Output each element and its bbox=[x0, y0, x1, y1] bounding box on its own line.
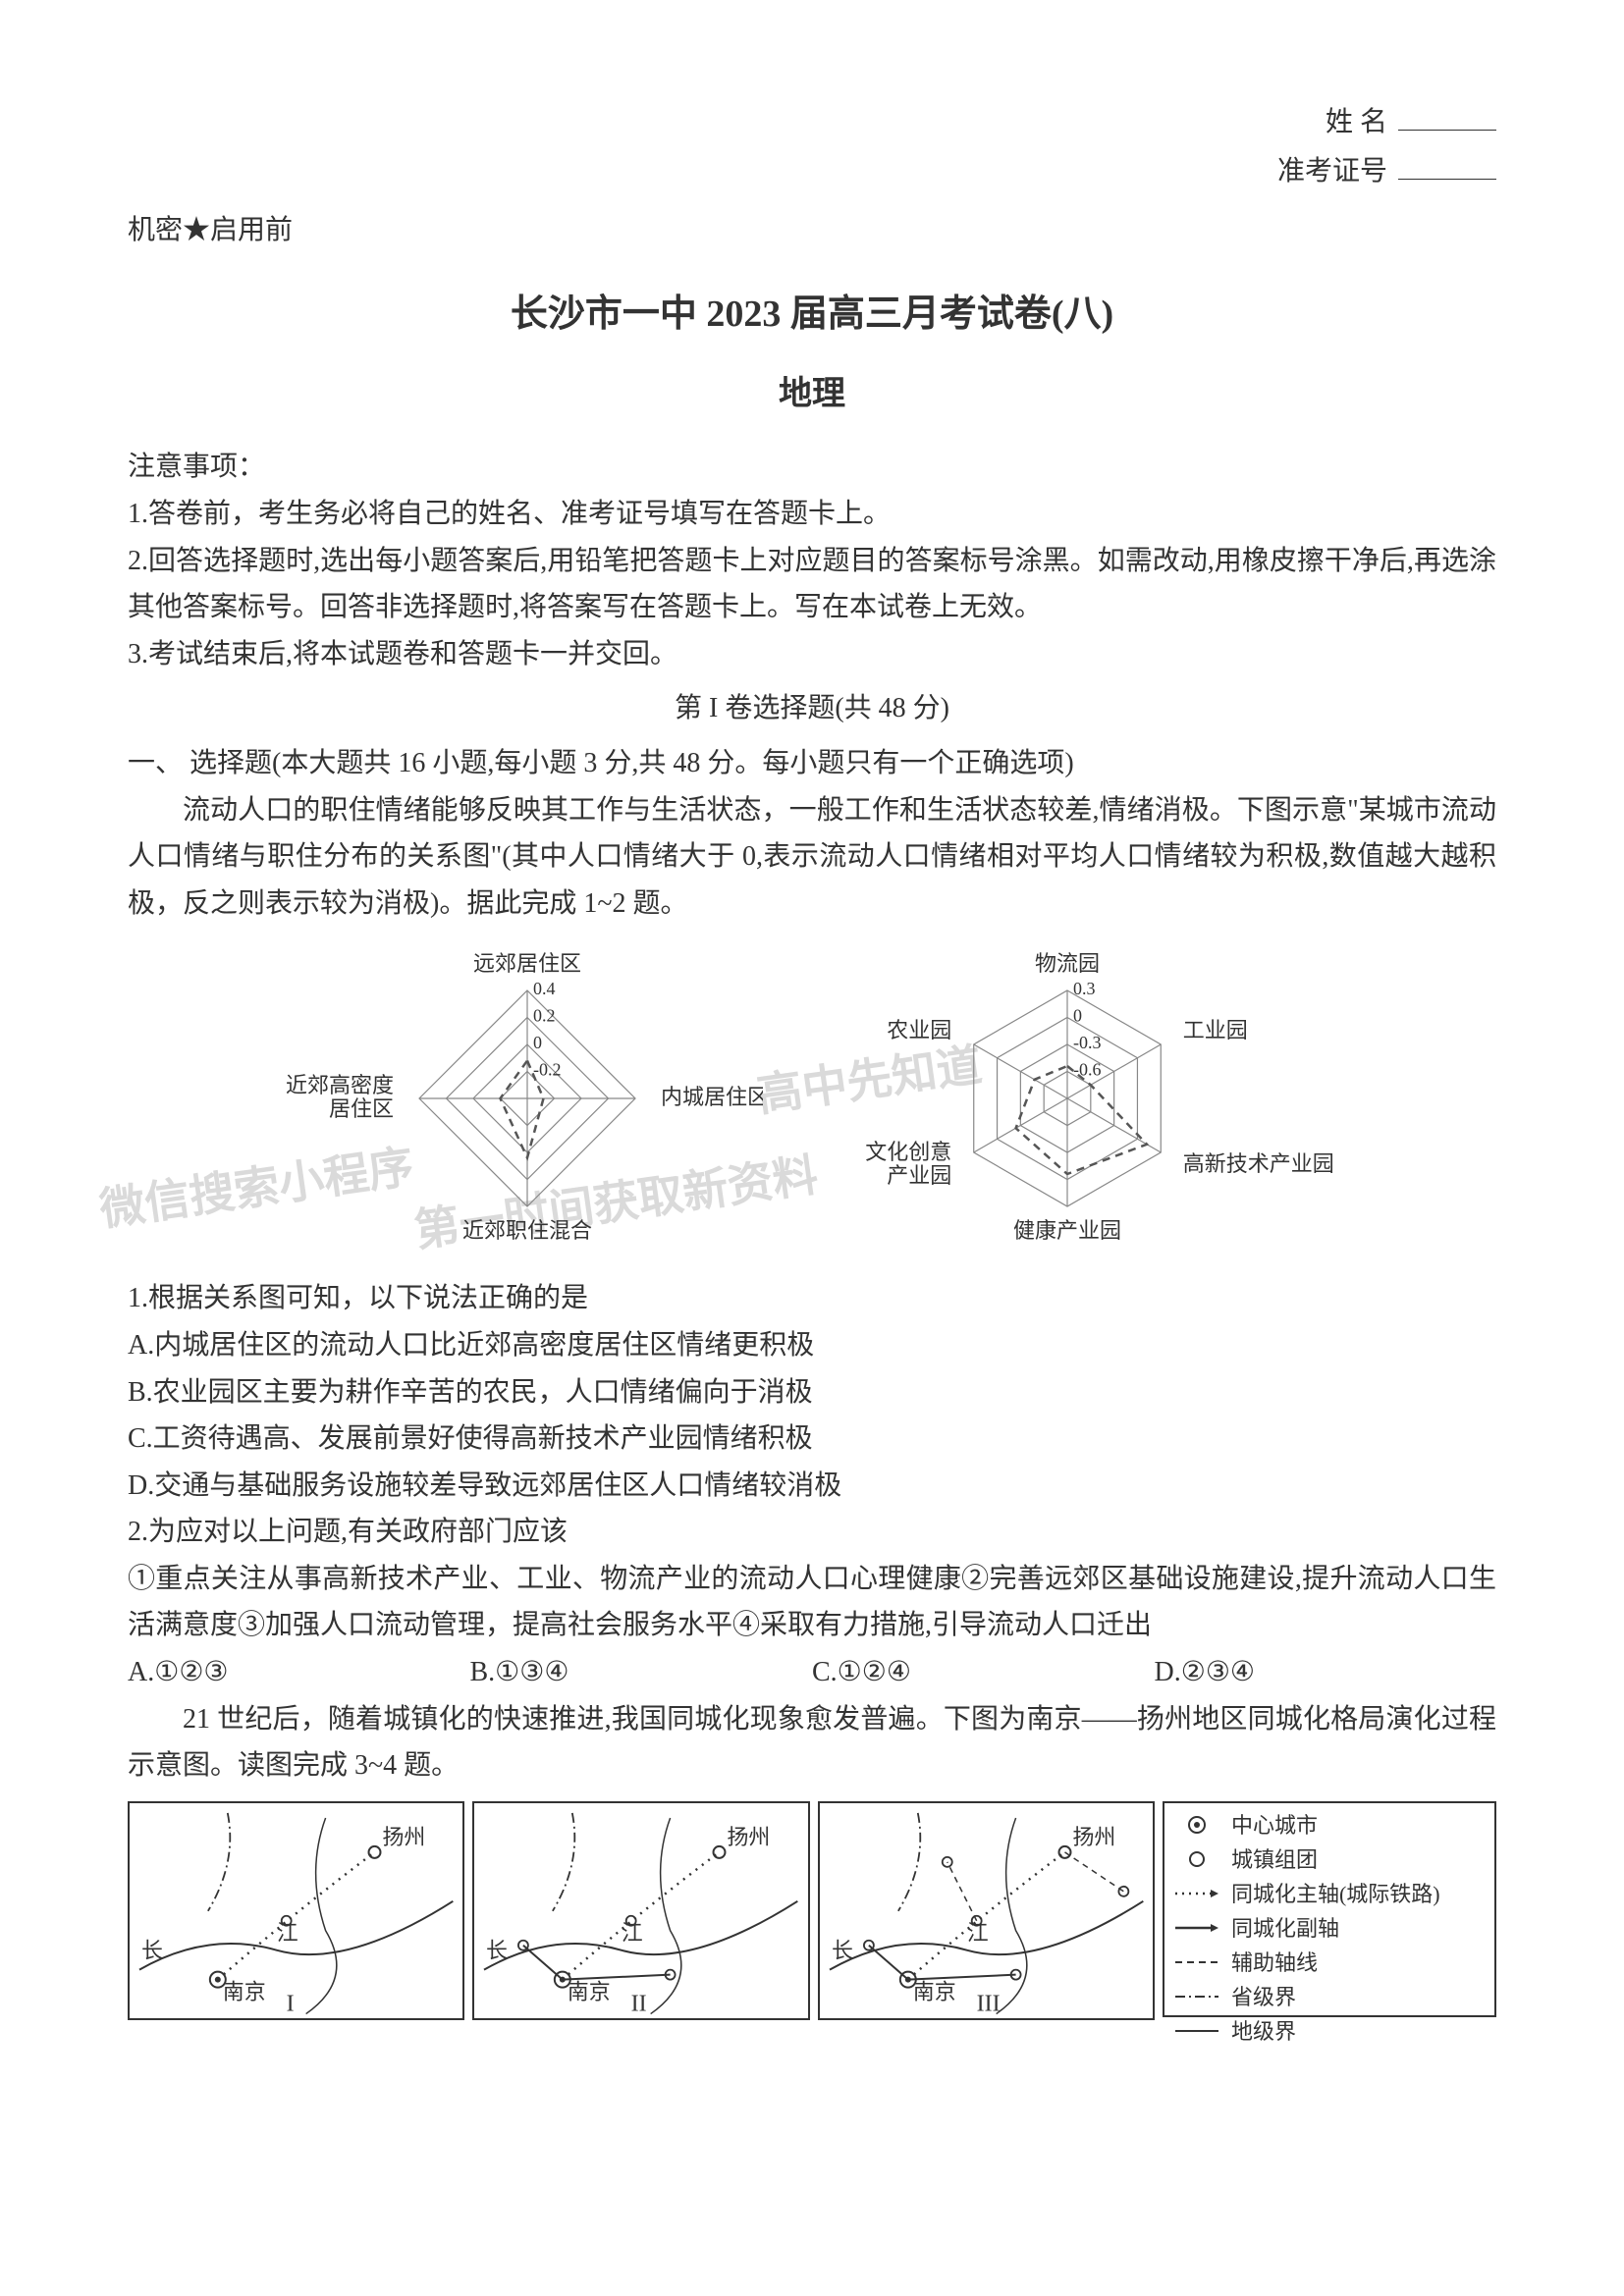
legend-row: 同城化主轴(城际铁路) bbox=[1172, 1878, 1487, 1910]
svg-text:长: 长 bbox=[141, 1939, 163, 1963]
svg-text:0: 0 bbox=[1073, 1006, 1082, 1026]
svg-text:近郊职住混合: 近郊职住混合 bbox=[462, 1218, 592, 1243]
legend-symbol-dashdot bbox=[1172, 1989, 1221, 2004]
svg-text:-0.2: -0.2 bbox=[533, 1060, 562, 1080]
map-panel-2: 扬州南京 长 江 II bbox=[472, 1801, 809, 2021]
radar-chart-residence: -0.2 0 0.2 0.4 远郊居住区内城居住区近郊职住混合 近郊高密度居住区 bbox=[272, 941, 763, 1255]
passage1: 流动人口的职住情绪能够反映其工作与生活状态，一般工作和生活状态较差,情绪消极。下… bbox=[128, 787, 1496, 928]
q2-c: C.①②④ bbox=[812, 1649, 1155, 1696]
maps-row: 扬州南京 长 江 I 扬州南京 长 江 II 扬州南京 长 江 III 中心城市城镇组团同城化主轴… bbox=[128, 1801, 1496, 2021]
q2-options: A.①②③ B.①③④ C.①②④ D.②③④ bbox=[128, 1649, 1496, 1696]
svg-text:文化创意: 文化创意 bbox=[865, 1140, 951, 1164]
passage2: 21 世纪后，随着城镇化的快速推进,我国同城化现象愈发普遍。下图为南京——扬州地… bbox=[128, 1696, 1496, 1789]
svg-text:-0.6: -0.6 bbox=[1073, 1060, 1102, 1080]
legend-row: 辅助轴线 bbox=[1172, 1947, 1487, 1979]
svg-text:0.2: 0.2 bbox=[533, 1006, 556, 1026]
svg-text:物流园: 物流园 bbox=[1035, 951, 1100, 976]
svg-text:III: III bbox=[976, 1991, 1000, 2016]
svg-text:江: 江 bbox=[622, 1921, 643, 1946]
svg-text:远郊居住区: 远郊居住区 bbox=[473, 951, 581, 976]
svg-text:内城居住区: 内城居住区 bbox=[661, 1085, 763, 1109]
q2-b: B.①③④ bbox=[470, 1649, 813, 1696]
legend-symbol-dash-line bbox=[1172, 1954, 1221, 1970]
svg-text:南京: 南京 bbox=[912, 1979, 955, 2003]
legend-row: 中心城市 bbox=[1172, 1809, 1487, 1842]
q1-d: D.交通与基础服务设施较差导致远郊居住区人口情绪较消极 bbox=[128, 1463, 1496, 1510]
q2-items: ①重点关注从事高新技术产业、工业、物流产业的流动人口心理健康②完善远郊区基础设施… bbox=[128, 1556, 1496, 1649]
part1-desc: 一、 选择题(本大题共 16 小题,每小题 3 分,共 48 分。每小题只有一个… bbox=[128, 740, 1496, 787]
svg-text:健康产业园: 健康产业园 bbox=[1013, 1218, 1121, 1243]
legend-label: 辅助轴线 bbox=[1231, 1947, 1318, 1979]
q2-a: A.①②③ bbox=[128, 1649, 470, 1696]
header-fields: 姓 名 准考证号 bbox=[128, 98, 1496, 197]
svg-text:农业园: 农业园 bbox=[887, 1018, 951, 1042]
q1-b: B.农业园区主要为耕作辛苦的农民，人口情绪偏向于消极 bbox=[128, 1369, 1496, 1416]
q2-d: D.②③④ bbox=[1155, 1649, 1497, 1696]
main-title: 长沙市一中 2023 届高三月考试卷(八) bbox=[128, 283, 1496, 337]
legend-label: 地级界 bbox=[1231, 2015, 1296, 2048]
legend-symbol-open-circle bbox=[1172, 1847, 1221, 1871]
legend-symbol-dot-arrow bbox=[1172, 1886, 1221, 1901]
radar-chart-industry: -0.6 -0.3 0 0.3 物流园工业园高新技术产业园健康产业园 文化创意产业园 农业园 bbox=[802, 941, 1352, 1255]
confidential-mark: 机密★启用前 bbox=[128, 207, 1496, 254]
svg-text:江: 江 bbox=[966, 1921, 988, 1946]
legend-symbol-solid-arrow bbox=[1172, 1920, 1221, 1936]
svg-text:扬州: 扬州 bbox=[1072, 1825, 1115, 1849]
name-label: 姓 名 bbox=[1326, 107, 1387, 137]
map-panel-3: 扬州南京 长 江 III bbox=[818, 1801, 1155, 2021]
charts-row: 高中先知道 微信搜索小程序 第一时间获取新资料 -0.200.20.4远郊居住区… bbox=[128, 941, 1496, 1255]
notice-2: 2.回答选择题时,选出每小题答案后,用铅笔把答题卡上对应题目的答案标号涂黑。如需… bbox=[128, 538, 1496, 631]
map-panel-1: 扬州南京 长 江 I bbox=[128, 1801, 464, 2021]
part1-title: 第 I 卷选择题(共 48 分) bbox=[128, 685, 1496, 732]
svg-text:工业园: 工业园 bbox=[1183, 1018, 1248, 1042]
q1-stem: 1.根据关系图可知，以下说法正确的是 bbox=[128, 1275, 1496, 1322]
svg-text:-0.3: -0.3 bbox=[1073, 1033, 1102, 1052]
legend-row: 城镇组团 bbox=[1172, 1843, 1487, 1876]
subject-title: 地理 bbox=[128, 366, 1496, 414]
name-blank bbox=[1398, 129, 1496, 131]
legend-label: 城镇组团 bbox=[1231, 1843, 1318, 1876]
svg-text:0: 0 bbox=[533, 1033, 542, 1052]
q1-c: C.工资待遇高、发展前景好使得高新技术产业园情绪积极 bbox=[128, 1415, 1496, 1463]
svg-text:0.4: 0.4 bbox=[533, 979, 556, 998]
svg-text:I: I bbox=[287, 1991, 295, 2016]
svg-text:近郊高密度: 近郊高密度 bbox=[286, 1073, 394, 1097]
exam-id-label: 准考证号 bbox=[1277, 156, 1387, 187]
exam-id-blank bbox=[1398, 178, 1496, 180]
legend-row: 地级界 bbox=[1172, 2015, 1487, 2048]
legend-label: 同城化主轴(城际铁路) bbox=[1231, 1878, 1440, 1910]
legend-label: 同城化副轴 bbox=[1231, 1912, 1339, 1945]
notice-3: 3.考试结束后,将本试题卷和答题卡一并交回。 bbox=[128, 631, 1496, 678]
svg-text:南京: 南京 bbox=[568, 1979, 611, 2003]
svg-text:扬州: 扬州 bbox=[728, 1825, 771, 1849]
svg-text:高新技术产业园: 高新技术产业园 bbox=[1183, 1151, 1334, 1176]
svg-text:长: 长 bbox=[832, 1939, 853, 1963]
map-legend: 中心城市城镇组团同城化主轴(城际铁路)同城化副轴辅助轴线省级界地级界 bbox=[1163, 1801, 1496, 2017]
legend-label: 省级界 bbox=[1231, 1981, 1296, 2013]
notice-1: 1.答卷前，考生务必将自己的姓名、准考证号填写在答题卡上。 bbox=[128, 491, 1496, 538]
legend-symbol-solid-line bbox=[1172, 2023, 1221, 2039]
svg-text:居住区: 居住区 bbox=[329, 1096, 394, 1121]
svg-text:南京: 南京 bbox=[223, 1979, 266, 2003]
svg-text:0.3: 0.3 bbox=[1073, 979, 1096, 998]
svg-text:II: II bbox=[631, 1991, 647, 2016]
svg-text:长: 长 bbox=[486, 1939, 508, 1963]
legend-row: 同城化副轴 bbox=[1172, 1912, 1487, 1945]
svg-text:江: 江 bbox=[277, 1921, 298, 1946]
svg-text:扬州: 扬州 bbox=[382, 1825, 425, 1849]
q2-stem: 2.为应对以上问题,有关政府部门应该 bbox=[128, 1509, 1496, 1556]
legend-symbol-center-dot bbox=[1172, 1813, 1221, 1837]
q1-a: A.内城居住区的流动人口比近郊高密度居住区情绪更积极 bbox=[128, 1322, 1496, 1369]
legend-label: 中心城市 bbox=[1231, 1809, 1318, 1842]
legend-row: 省级界 bbox=[1172, 1981, 1487, 2013]
svg-text:产业园: 产业园 bbox=[887, 1163, 951, 1188]
notice-head: 注意事项： bbox=[128, 444, 1496, 491]
